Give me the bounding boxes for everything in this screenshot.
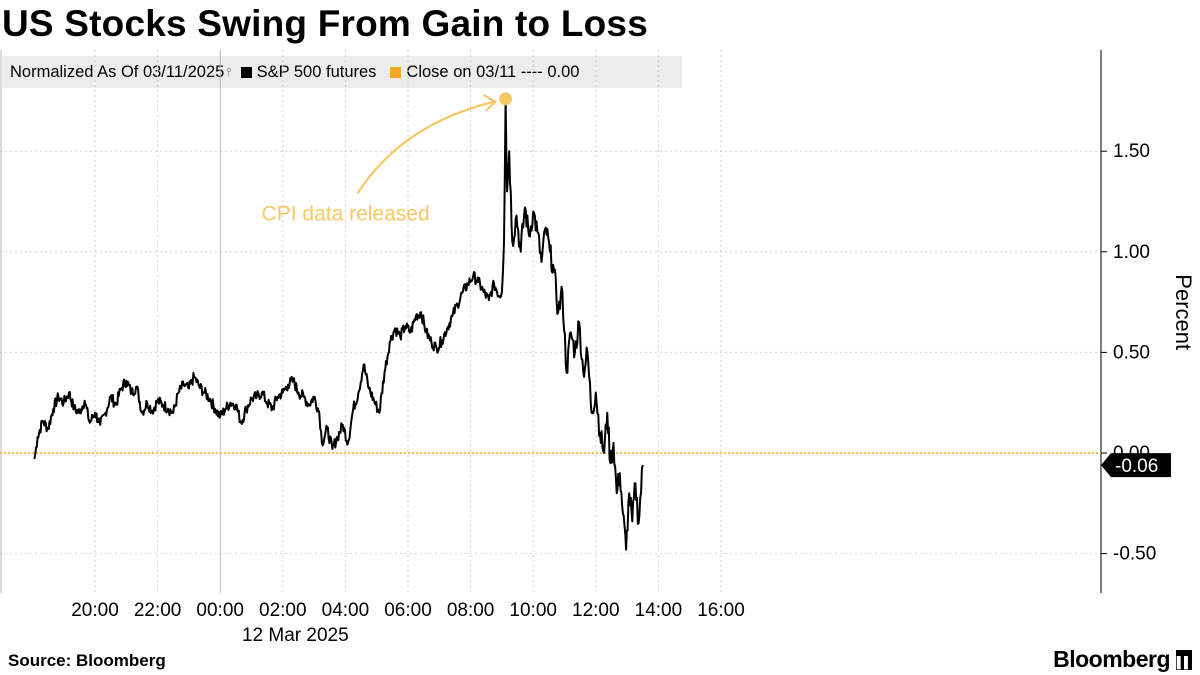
source-note: Source: Bloomberg — [8, 651, 166, 670]
x-tick-label: 10:00 — [509, 600, 557, 621]
pin-icon: ⫯ — [226, 64, 232, 79]
x-tick-label: 08:00 — [447, 600, 495, 621]
y-tick-label: 1.00 — [1113, 242, 1150, 263]
y-tick-label: 1.50 — [1113, 141, 1150, 162]
x-tick-label: 20:00 — [71, 600, 119, 621]
series-line-sp500-futures — [33, 97, 644, 551]
annotation-arrow — [356, 100, 494, 195]
legend-swatch-series — [240, 66, 252, 78]
last-value-badge: -0.06 — [1101, 453, 1171, 478]
y-tick-label: -0.50 — [1113, 544, 1156, 565]
brand-logo: Bloomberg ▌▌ — [1053, 646, 1192, 673]
x-date-label: 12 Mar 2025 — [242, 625, 349, 646]
peak-marker — [499, 92, 513, 106]
x-tick-label: 14:00 — [635, 600, 683, 621]
legend-item-close[interactable]: Close on 03/11 ---- 0.00 — [390, 63, 579, 82]
x-tick-label: 16:00 — [697, 600, 745, 621]
legend-close-label: Close on 03/11 ---- 0.00 — [406, 62, 580, 81]
legend-normalized: Normalized As Of 03/11/2025 ⫯ — [10, 63, 235, 82]
brand-name: Bloomberg — [1053, 646, 1170, 672]
last-value-badge-bg — [1101, 453, 1171, 478]
y-tick-label: 0.50 — [1113, 342, 1150, 363]
legend-normalized-label: Normalized As Of 03/11/2025 — [10, 62, 225, 81]
legend-series-label: S&P 500 futures — [256, 62, 377, 81]
legend: Normalized As Of 03/11/2025 ⫯ S&P 500 fu… — [2, 56, 682, 88]
annotation-text: CPI data released — [262, 202, 430, 225]
chart-title: US Stocks Swing From Gain to Loss — [2, 3, 648, 44]
annotation-arrowhead — [482, 93, 497, 112]
x-tick-label: 00:00 — [196, 600, 244, 621]
last-value-label: -0.06 — [1115, 456, 1158, 477]
x-tick-label: 02:00 — [259, 600, 307, 621]
terminal-icon: ▌▌ — [1176, 649, 1192, 670]
y-axis-label: Percent — [1171, 274, 1196, 350]
x-tick-label: 12:00 — [572, 600, 620, 621]
x-tick-label: 06:00 — [384, 600, 432, 621]
x-tick-label: 22:00 — [134, 600, 182, 621]
x-tick-label: 04:00 — [322, 600, 370, 621]
legend-item-series[interactable]: S&P 500 futures — [240, 62, 377, 82]
legend-swatch-close — [390, 66, 402, 78]
